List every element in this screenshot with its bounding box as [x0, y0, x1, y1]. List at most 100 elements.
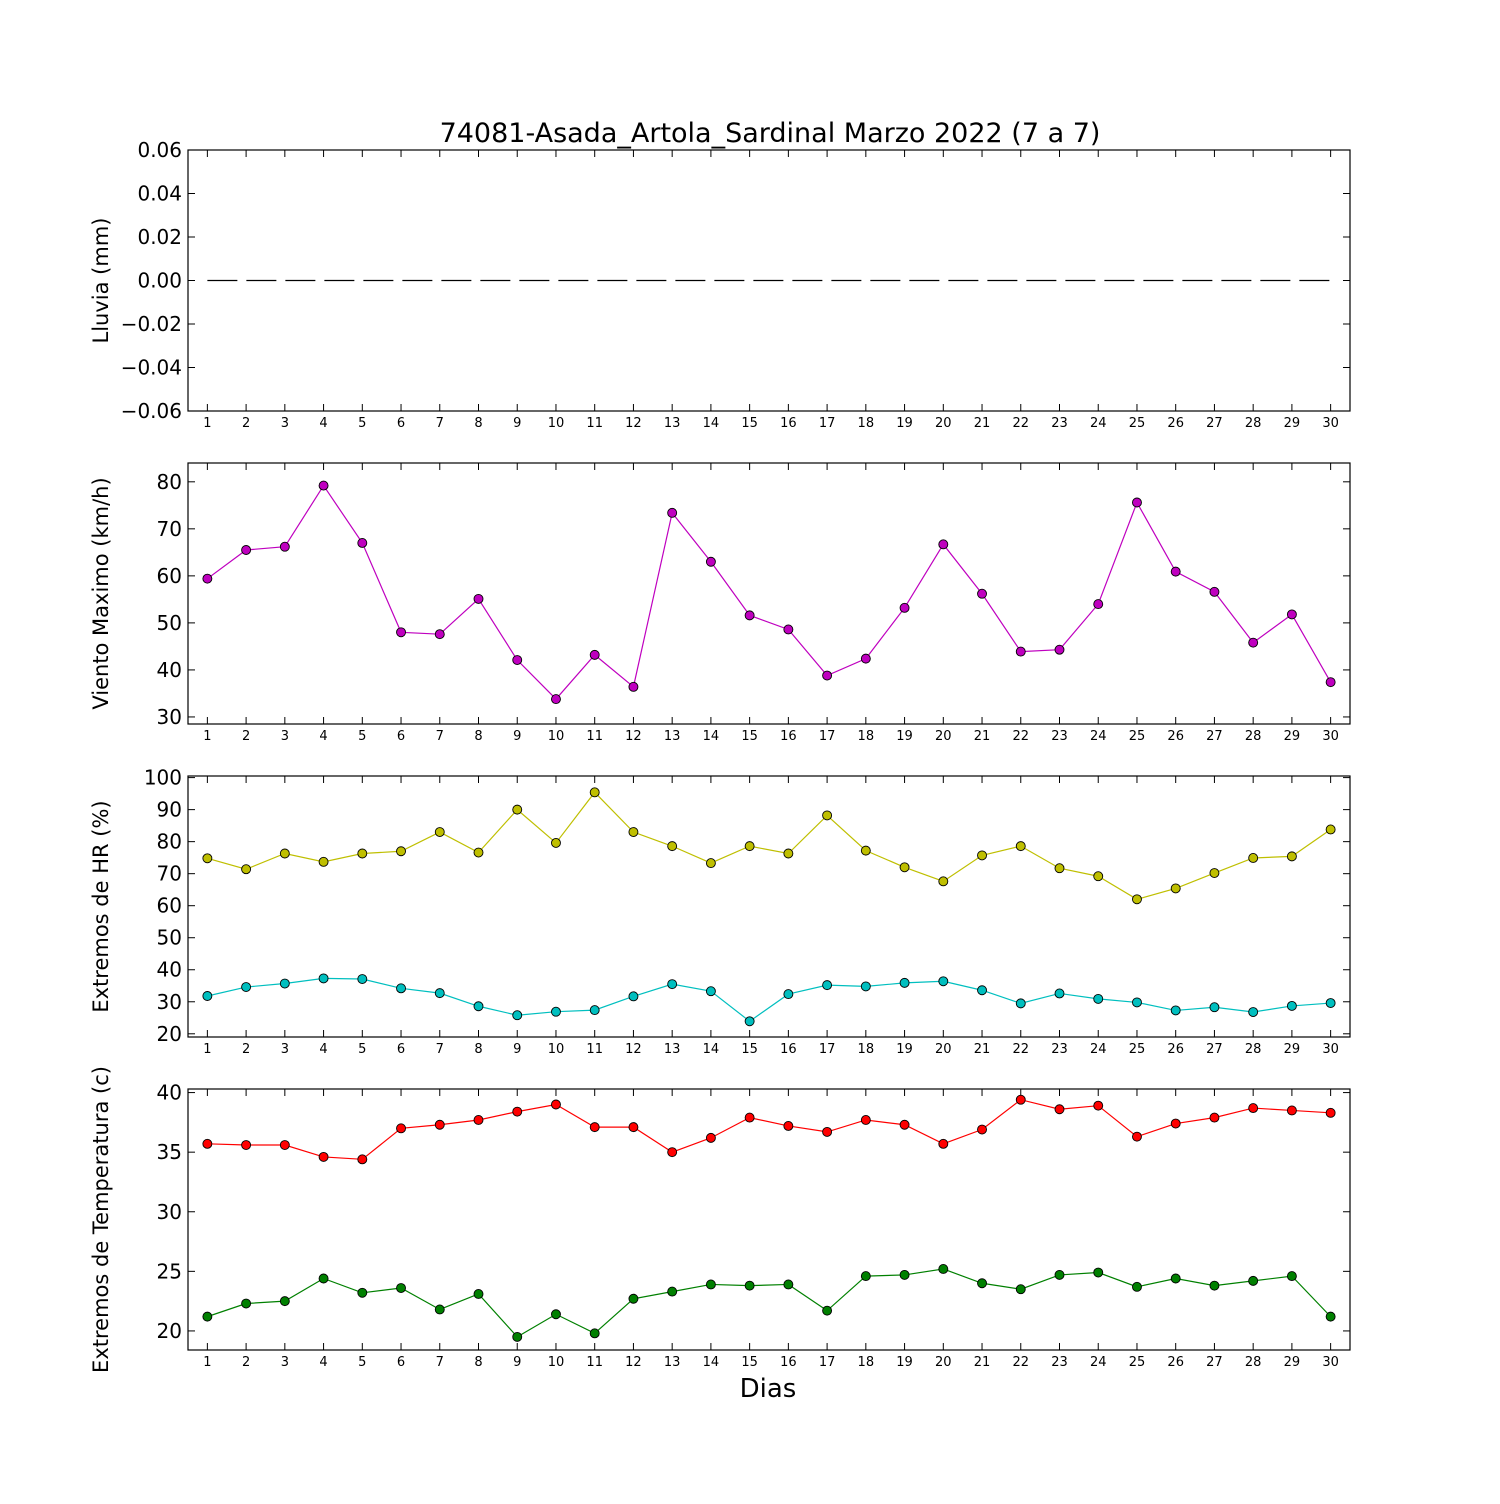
- data-point: [434, 988, 445, 999]
- data-point: [241, 982, 252, 992]
- data-point: [512, 1010, 523, 1021]
- x-tick-label: 20: [935, 1355, 952, 1370]
- data-point: [551, 1099, 561, 1110]
- data-point: [589, 649, 600, 660]
- x-tick-label: 26: [1167, 729, 1184, 744]
- x-tick-label: 5: [358, 1042, 366, 1057]
- y-tick-label: 50: [157, 926, 182, 950]
- x-tick-label: 13: [664, 729, 681, 744]
- data-point: [860, 653, 871, 664]
- data-point: [822, 980, 833, 991]
- data-point: [783, 624, 794, 635]
- y-tick-label: 100: [144, 766, 182, 790]
- data-point: [1015, 841, 1026, 852]
- x-tick-label: 19: [896, 1042, 913, 1057]
- data-point: [783, 1120, 794, 1131]
- data-point: [357, 537, 368, 548]
- x-tick-label: 17: [819, 729, 836, 744]
- x-tick-label: 18: [858, 1355, 875, 1370]
- data-point: [628, 991, 639, 1002]
- data-point: [705, 1279, 716, 1290]
- y-axis-label: Lluvia (mm): [89, 218, 113, 344]
- x-tick-label: 30: [1322, 416, 1339, 431]
- series-2: [202, 973, 1336, 1027]
- x-tick-label: 4: [319, 1042, 327, 1057]
- data-point: [318, 1273, 329, 1284]
- x-tick-label: 18: [858, 416, 875, 431]
- x-tick-label: 8: [474, 416, 482, 431]
- x-tick-label: 25: [1129, 416, 1146, 431]
- data-point: [705, 556, 716, 567]
- x-tick-label: 5: [358, 729, 366, 744]
- data-point: [473, 593, 484, 604]
- data-point: [1054, 863, 1065, 874]
- data-point: [318, 856, 329, 867]
- data-point: [1248, 1007, 1259, 1017]
- x-tick-label: 25: [1129, 1042, 1146, 1057]
- y-tick-label: 25: [157, 1259, 182, 1283]
- data-point: [628, 827, 639, 837]
- data-point: [1286, 1271, 1297, 1282]
- data-point: [551, 1309, 561, 1320]
- data-point: [318, 973, 329, 984]
- x-tick-label: 4: [319, 1355, 327, 1370]
- y-tick-label: 60: [157, 564, 182, 588]
- data-point: [628, 1122, 639, 1133]
- data-point: [744, 841, 755, 852]
- data-point: [667, 1286, 678, 1297]
- data-point: [1248, 637, 1259, 648]
- x-tick-label: 5: [358, 1355, 366, 1370]
- x-tick-label: 20: [935, 729, 952, 744]
- data-point: [783, 848, 794, 859]
- x-tick-label: 14: [703, 1042, 720, 1057]
- x-tick-label: 3: [281, 1042, 289, 1057]
- data-point: [1093, 1267, 1104, 1278]
- x-tick-label: 17: [819, 416, 836, 431]
- x-tick-label: 19: [896, 416, 913, 431]
- x-tick-label: 7: [436, 416, 444, 431]
- y-axis-label: Extremos de HR (%): [89, 800, 113, 1012]
- data-point: [744, 1112, 755, 1123]
- x-tick-label: 14: [703, 1355, 720, 1370]
- x-tick-label: 11: [586, 416, 603, 431]
- x-tick-label: 2: [242, 1042, 250, 1057]
- data-point: [1093, 1100, 1104, 1111]
- data-point: [1015, 998, 1026, 1009]
- x-tick-label: 23: [1051, 1355, 1068, 1370]
- x-tick-label: 16: [780, 416, 797, 431]
- data-point: [1286, 1105, 1297, 1116]
- data-point: [1209, 868, 1220, 878]
- data-point: [667, 979, 678, 990]
- data-point: [1015, 1284, 1026, 1295]
- x-tick-label: 4: [319, 416, 327, 431]
- x-tick-label: 1: [203, 729, 211, 744]
- data-point: [241, 864, 252, 875]
- data-point: [1054, 1269, 1065, 1280]
- x-tick-label: 8: [474, 1355, 482, 1370]
- y-tick-label: 20: [157, 1022, 182, 1046]
- data-point: [667, 507, 678, 518]
- x-tick-label: 24: [1090, 729, 1107, 744]
- data-point: [628, 681, 639, 692]
- data-point: [860, 1115, 871, 1125]
- x-tick-label: 14: [703, 729, 720, 744]
- data-point: [241, 1298, 252, 1309]
- data-point: [1093, 599, 1104, 610]
- series-line: [207, 791, 1331, 900]
- data-point: [1325, 1311, 1336, 1322]
- data-point: [1286, 609, 1297, 620]
- data-point: [1170, 1273, 1181, 1284]
- y-tick-label: −0.04: [121, 356, 182, 380]
- data-point: [279, 1296, 290, 1307]
- x-tick-label: 10: [548, 729, 565, 744]
- x-tick-label: 6: [397, 1042, 405, 1057]
- data-point: [434, 629, 445, 640]
- x-tick-label: 13: [664, 1355, 681, 1370]
- x-tick-label: 16: [780, 729, 797, 744]
- x-tick-label: 24: [1090, 1042, 1107, 1057]
- x-tick-label: 28: [1245, 1042, 1262, 1057]
- x-tick-label: 15: [741, 1042, 758, 1057]
- x-tick-label: 22: [1012, 729, 1029, 744]
